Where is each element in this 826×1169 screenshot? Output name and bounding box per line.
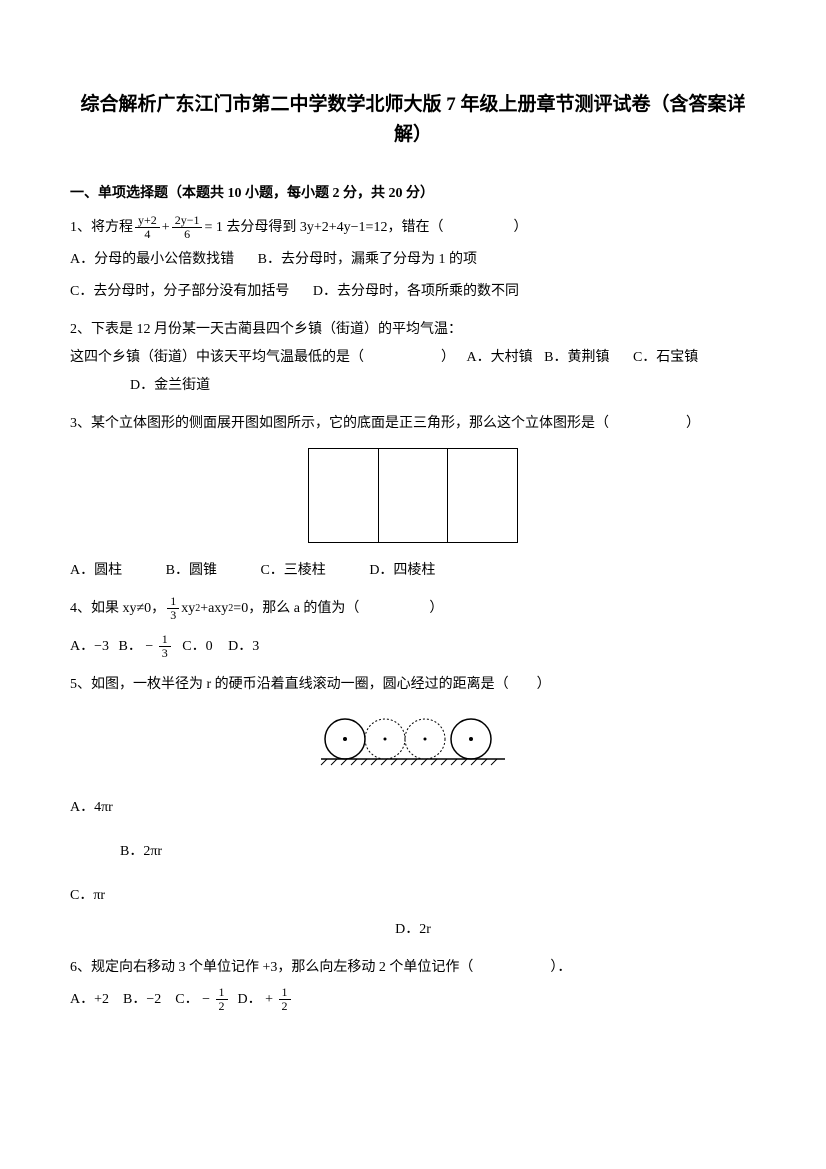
q1-prefix: 1、将方程 (70, 214, 133, 242)
q1-frac2-den: 6 (181, 228, 193, 241)
q6-optA: A．+2 (70, 986, 109, 1014)
q3-blank (613, 416, 683, 431)
q4-optA: A．−3 (70, 639, 109, 654)
q3-optB: B．圆锥 (166, 557, 217, 585)
q6-optD-neg: + (265, 992, 273, 1007)
q3-close: ） (686, 416, 700, 431)
q6-optD-prefix: D． (238, 992, 262, 1007)
q3-figure-cell (308, 448, 379, 543)
q6-optC-prefix: C． (175, 992, 198, 1007)
q3-figure-cell (379, 448, 449, 543)
q4-optB-prefix: B． (119, 639, 142, 654)
q6-optC-neg: − (202, 992, 210, 1007)
question-5: 5、如图，一枚半径为 r 的硬币沿着直线滚动一圈，圆心经过的距离是（ ） (70, 671, 756, 944)
question-1: 1、将方程 y+2 4 + 2y−1 6 = 1 去分母得到 3y+2+4y−1… (70, 214, 756, 306)
q5-optB: B．2πr (120, 838, 756, 866)
q5-optD: D．2r (70, 916, 756, 944)
q5-figure (70, 711, 756, 778)
q6-optC-den: 2 (216, 1000, 228, 1013)
q5-optC: C．πr (70, 882, 756, 910)
q3-optA: A．圆柱 (70, 557, 122, 585)
q1-frac2-num: 2y−1 (172, 214, 203, 228)
q4-mid2: +axy (200, 595, 228, 623)
q4-optB-neg: − (145, 639, 153, 654)
q1-blank (443, 214, 513, 242)
q6-optC: C． − 1 2 (175, 986, 229, 1014)
q4-optB: B． − 1 3 (119, 639, 177, 654)
q6-optD: D． + 1 2 (238, 986, 293, 1014)
q1-frac1: y+2 4 (135, 214, 160, 241)
q2-line2b: ） (441, 350, 455, 365)
q4-optB-num: 1 (159, 633, 171, 647)
question-2: 2、下表是 12 月份某一天古蔺县四个乡镇（街道）的平均气温： 这四个乡镇（街道… (70, 316, 756, 400)
section-header: 一、单项选择题（本题共 10 小题，每小题 2 分，共 20 分） (70, 181, 756, 206)
q1-optB: B．去分母时，漏乘了分母为 1 的项 (258, 252, 477, 267)
coin-rolling-icon (313, 711, 513, 767)
q4-mid3: =0，那么 a 的值为（ (233, 595, 359, 623)
q4-prefix: 4、如果 xy≠0， (70, 595, 165, 623)
q4-optD: D．3 (228, 639, 259, 654)
question-6: 6、规定向右移动 3 个单位记作 +3，那么向左移动 2 个单位记作（ ）． A… (70, 954, 756, 1014)
q6-blank (477, 960, 547, 975)
q5-optA: A．4πr (70, 794, 756, 822)
q6-optD-num: 1 (279, 986, 291, 1000)
q1-close: ） (513, 214, 527, 242)
q3-optD: D．四棱柱 (369, 557, 435, 585)
q1-optC: C．去分母时，分子部分没有加括号 (70, 284, 289, 299)
q4-optB-den: 3 (159, 647, 171, 660)
q3-optC: C．三棱柱 (260, 557, 325, 585)
q6-close: ）． (550, 960, 571, 975)
q2-text: 2、下表是 12 月份某一天古蔺县四个乡镇（街道）的平均气温： (70, 316, 756, 344)
q3-text: 3、某个立体图形的侧面展开图如图所示，它的底面是正三角形，那么这个立体图形是（ (70, 416, 609, 431)
q4-frac-num: 1 (167, 595, 179, 609)
q6-text: 6、规定向右移动 3 个单位记作 +3，那么向左移动 2 个单位记作（ (70, 960, 473, 975)
q2-optA: A．大村镇 (467, 350, 533, 365)
q2-optD: D．金兰街道 (130, 378, 210, 393)
q3-figure-cell (448, 448, 518, 543)
page-title: 综合解析广东江门市第二中学数学北师大版 7 年级上册章节测评试卷（含答案详解） (70, 90, 756, 151)
q4-blank (359, 595, 429, 623)
question-4: 4、如果 xy≠0， 1 3 xy2 +axy2 =0，那么 a 的值为（ ） … (70, 595, 756, 661)
q4-mid1: xy (181, 595, 195, 623)
q2-optB: B．黄荆镇 (544, 350, 609, 365)
q1-frac1-den: 4 (141, 228, 153, 241)
q1-plus: + (162, 214, 170, 242)
q5-text: 5、如图，一枚半径为 r 的硬币沿着直线滚动一圈，圆心经过的距离是（ ） (70, 671, 756, 699)
q6-optD-den: 2 (279, 1000, 291, 1013)
q4-frac: 1 3 (167, 595, 179, 622)
q6-optC-num: 1 (216, 986, 228, 1000)
q4-close: ） (429, 595, 443, 623)
q1-frac1-num: y+2 (135, 214, 160, 228)
q2-blank (368, 350, 438, 365)
q1-optA: A．分母的最小公倍数找错 (70, 252, 234, 267)
q4-optC: C．0 (182, 639, 212, 654)
q4-frac-den: 3 (167, 609, 179, 622)
q3-figure (308, 448, 518, 543)
q1-mid: = 1 去分母得到 3y+2+4y−1=12，错在（ (204, 214, 443, 242)
q2-optC: C．石宝镇 (633, 350, 698, 365)
q2-line2a: 这四个乡镇（街道）中该天平均气温最低的是（ (70, 350, 364, 365)
q1-optD: D．去分母时，各项所乘的数不同 (313, 284, 519, 299)
question-3: 3、某个立体图形的侧面展开图如图所示，它的底面是正三角形，那么这个立体图形是（ … (70, 410, 756, 585)
q6-optB: B．−2 (123, 986, 161, 1014)
q1-frac2: 2y−1 6 (172, 214, 203, 241)
